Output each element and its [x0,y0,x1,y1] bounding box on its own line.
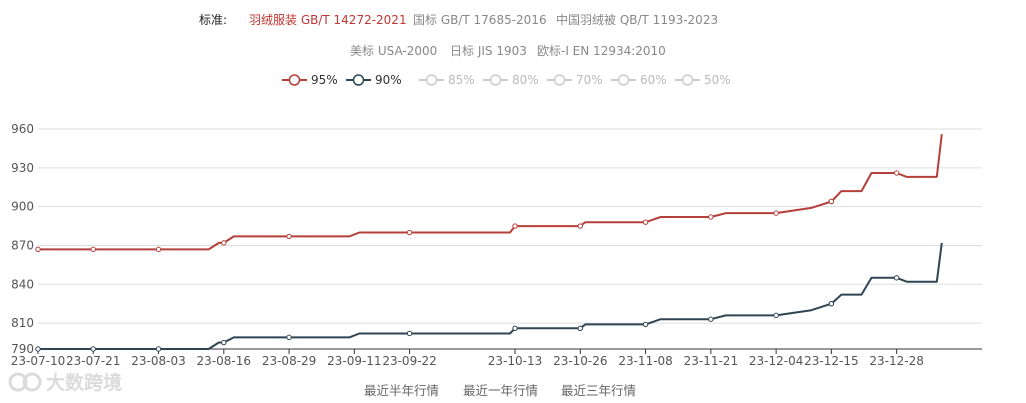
data-point-95pct [708,214,714,220]
legend-label: 50% [704,73,731,87]
data-point-95pct [773,210,779,216]
data-point-90pct [828,301,835,307]
standard-option-qb-1193[interactable]: 中国羽绒被 QB/T 1193-2023 [556,13,719,27]
y-tick-label: 900 [11,200,34,214]
chart-legend: 95% 90% 85% 80% 70% 60% 50% [0,70,1026,90]
range-one-year-button[interactable]: 最近一年行情 [463,383,539,398]
x-tick-label: 23-12-15 [804,354,858,368]
x-tick-label: 23-12-28 [869,354,923,368]
series-line-95pct [38,134,943,251]
x-tick-label: 23-08-16 [197,354,251,368]
data-point-95pct [286,233,292,240]
legend-label: 70% [576,73,603,87]
data-point-95pct [221,240,227,246]
data-point-95pct [893,170,900,176]
legend-label: 85% [448,73,475,87]
legend-line-circle-icon [282,74,307,86]
data-point-90pct [773,312,779,319]
x-tick-label: 23-08-03 [131,354,185,368]
legend-line-circle-icon [419,74,444,86]
y-tick-label: 870 [11,238,34,252]
x-tick-label: 23-10-26 [553,354,607,368]
standard-option-down-garment[interactable]: 羽绒服装 GB/T 14272-2021 [249,13,407,27]
y-tick-label: 960 [11,122,34,136]
x-tick-label: 23-09-22 [382,354,436,368]
data-point-90pct [221,339,227,346]
standard-option-jis[interactable]: 日标 JIS 1903 [450,44,527,58]
legend-label: 90% [375,73,402,87]
data-point-90pct [512,325,518,331]
data-point-90pct [642,321,649,328]
legend-item-95pct[interactable]: 95% [282,70,338,90]
legend-line-circle-icon [346,74,371,86]
watermark: 大数跨境 [8,368,122,395]
watermark-text: 大数跨境 [46,372,123,394]
watermark-logo-icon [8,372,42,391]
y-tick-label: 930 [11,161,34,175]
standard-option-usa[interactable]: 美标 USA-2000 [350,44,438,58]
legend-item-85pct[interactable]: 85% [419,70,475,90]
range-three-year-button[interactable]: 最近三年行情 [561,383,637,398]
data-point-90pct [893,275,900,281]
data-point-95pct [406,229,413,236]
legend-item-60pct[interactable]: 60% [611,70,667,90]
x-tick-label: 23-11-21 [684,354,738,368]
legend-item-80pct[interactable]: 80% [483,70,539,90]
legend-line-circle-icon [675,74,700,86]
data-point-90pct [708,316,714,322]
data-point-95pct [35,246,41,253]
standards-label: 标准: [199,13,228,27]
legend-item-90pct[interactable]: 90% [346,70,402,90]
x-tick-label: 23-08-29 [262,354,316,368]
data-point-95pct [512,223,518,229]
data-point-90pct [406,330,413,337]
data-point-95pct [90,246,96,253]
data-point-95pct [577,223,583,229]
x-tick-label: 23-07-10 [11,354,65,368]
x-tick-label: 23-10-13 [488,354,542,368]
legend-item-70pct[interactable]: 70% [547,70,603,90]
legend-label: 60% [640,73,667,87]
legend-label: 95% [311,73,338,87]
data-point-90pct [35,346,41,352]
y-tick-label: 810 [11,316,34,330]
legend-label: 80% [512,73,539,87]
data-point-90pct [90,346,96,352]
data-point-90pct [577,325,583,331]
x-tick-label: 23-07-21 [66,354,120,368]
legend-line-circle-icon [611,74,636,86]
x-tick-label: 23-12-04 [749,354,803,368]
y-tick-label: 790 [11,342,34,356]
series-line-90pct [38,242,943,350]
data-point-95pct [642,219,649,225]
y-tick-label: 840 [11,277,34,291]
x-tick-label: 23-09-11 [327,354,381,368]
standard-option-en[interactable]: 欧标-I EN 12934:2010 [537,44,666,58]
legend-item-50pct[interactable]: 50% [675,70,731,90]
legend-line-circle-icon [547,74,572,86]
legend-line-circle-icon [483,74,508,86]
data-point-95pct [155,246,162,253]
data-point-95pct [828,198,835,205]
data-point-90pct [286,334,292,341]
standard-option-gb-17685[interactable]: 国标 GB/T 17685-2016 [413,13,547,27]
data-point-90pct [155,346,162,352]
x-tick-label: 23-11-08 [618,354,672,368]
range-half-year-button[interactable]: 最近半年行情 [364,383,440,398]
